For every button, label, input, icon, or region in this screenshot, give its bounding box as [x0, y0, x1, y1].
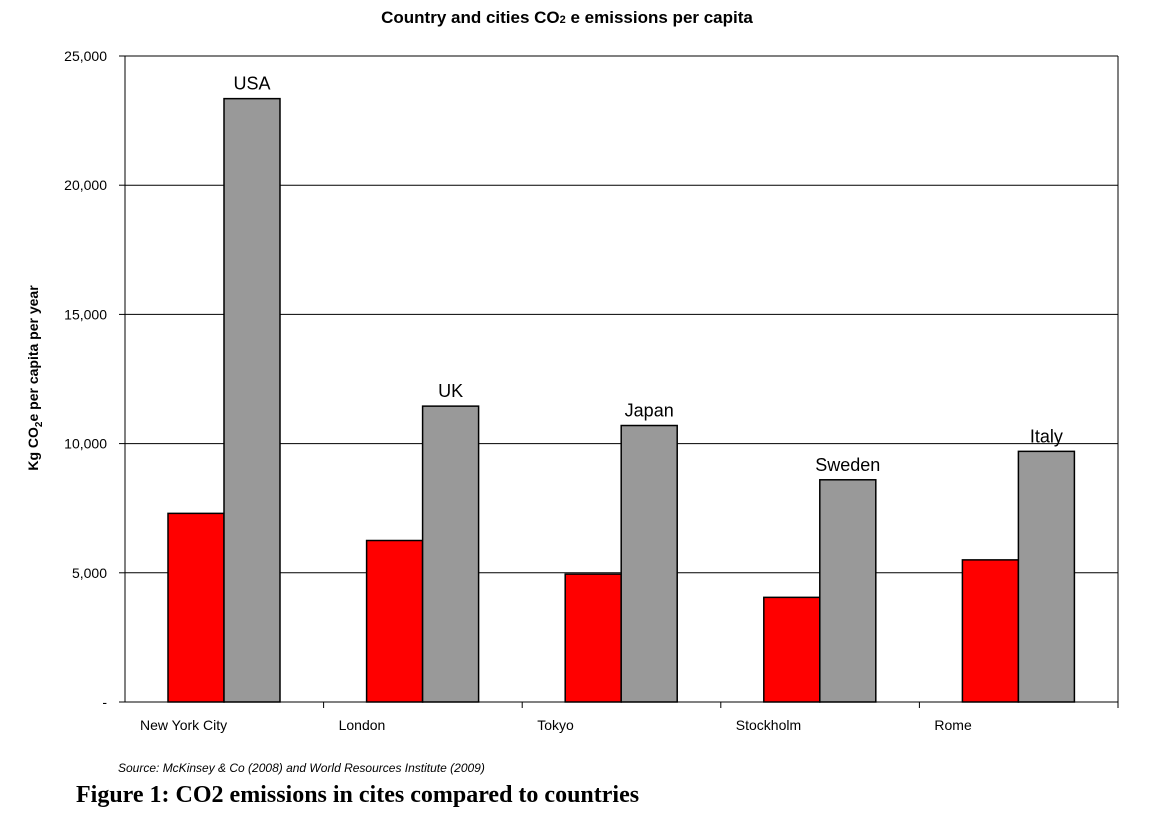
bar-country: [1017, 450, 1076, 703]
bar-country: [620, 424, 678, 703]
bar-city: [167, 512, 225, 703]
source-note: Source: McKinsey & Co (2008) and World R…: [118, 761, 485, 775]
chart-title: Country and cities CO2 e emissions per c…: [381, 8, 753, 27]
bar-label: Japan: [625, 401, 674, 421]
x-tick-label: Stockholm: [736, 717, 801, 733]
figure-caption: Figure 1: CO2 emissions in cites compare…: [76, 782, 640, 808]
bar-country: [421, 405, 480, 703]
labels: - 5,000 10,000 15,000 20,000 25,000 USA New Yor…: [64, 48, 1063, 733]
bar-city: [763, 596, 821, 703]
x-tick-label: Tokyo: [537, 717, 574, 733]
axes: [119, 55, 1119, 708]
x-tick-label: New York City: [140, 717, 227, 733]
bars: [167, 97, 1076, 703]
y-tick-label: 25,000: [64, 48, 107, 64]
y-tick-label: 15,000: [64, 306, 107, 322]
y-axis-label: Kg CO2e per capita per year: [25, 285, 45, 471]
y-tick-label: 5,000: [72, 565, 107, 581]
bar-label: UK: [438, 381, 463, 401]
bar-label: Sweden: [815, 455, 880, 475]
bar-city: [564, 573, 622, 703]
x-tick-label: Rome: [934, 717, 972, 733]
y-tick-label: -: [102, 694, 107, 710]
y-tick-label: 20,000: [64, 177, 107, 193]
x-tick-label: London: [339, 717, 386, 733]
bar-label: Italy: [1030, 426, 1063, 446]
bar-label: USA: [233, 74, 270, 94]
bar-city: [961, 559, 1020, 703]
y-tick-label: 10,000: [64, 436, 107, 452]
bar-country: [819, 479, 877, 703]
bar-country: [223, 97, 281, 703]
bar-city: [365, 539, 424, 703]
